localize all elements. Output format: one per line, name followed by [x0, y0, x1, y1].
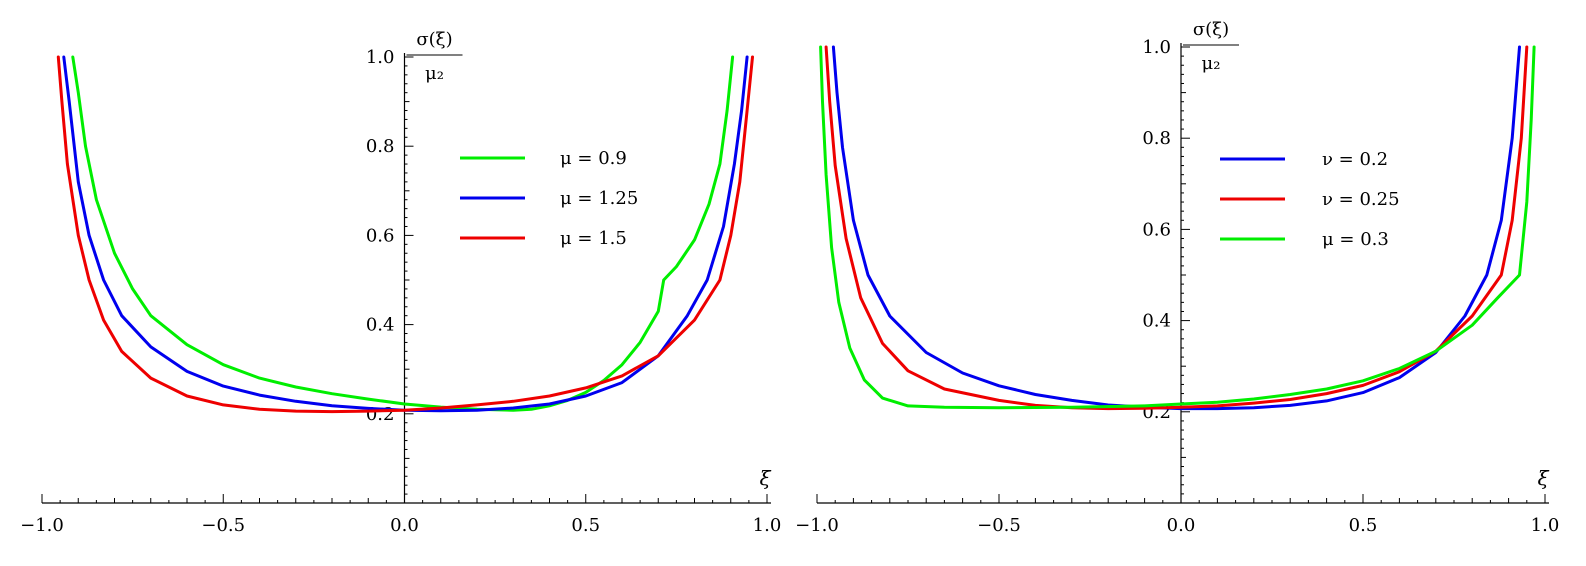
legend-label-2: μ = 1.25 — [560, 188, 638, 209]
legend-label-1: ν = 0.2 — [1322, 149, 1388, 170]
x-tick-label: 0.0 — [390, 515, 419, 536]
x-tick-label: −0.5 — [977, 515, 1021, 536]
legend: μ = 0.9 μ = 1.25 μ = 1.5 — [460, 148, 638, 249]
y-tick-label: 0.8 — [1142, 128, 1171, 149]
y-tick-label: 1.0 — [1142, 37, 1171, 58]
x-tick-label: 0.5 — [1349, 515, 1378, 536]
y-axis-label-numerator: σ(ξ) — [416, 29, 452, 50]
x-tick-label: −0.5 — [201, 515, 245, 536]
y-tick-label: 0.4 — [366, 315, 395, 336]
y-axis-label-numerator: σ(ξ) — [1193, 19, 1229, 40]
legend-label-3: μ = 1.5 — [560, 228, 627, 249]
y-tick-label: 0.2 — [366, 404, 395, 425]
y-tick-label: 0.4 — [1142, 311, 1171, 332]
x-tick-label: 0.5 — [571, 515, 600, 536]
x-axis-label: ξ — [759, 466, 771, 490]
x-axis-label: ξ — [1537, 466, 1549, 490]
chart-panel-2: −1.0 −0.5 0.0 0.5 1.00.20.40.60.81.0ξσ(ξ)μ₂ν… — [795, 19, 1559, 536]
y-axis-label-denominator: μ₂ — [1202, 53, 1221, 74]
x-tick-label: −1.0 — [795, 515, 839, 536]
x-tick-label: 1.0 — [753, 515, 782, 536]
series-line-1 — [71, 55, 735, 412]
x-tick-label: −1.0 — [20, 515, 64, 536]
chart-panel-1: −1.0 −0.5 0.0 0.5 1.0 0.2 0.4 0.6 0.8 1.0 ξ σ(ξ) μ₂ μ… — [20, 29, 781, 536]
series-line-2 — [824, 45, 1529, 411]
legend-label-1: μ = 0.9 — [560, 148, 627, 169]
y-tick-label: 0.8 — [366, 136, 395, 157]
series-line-3 — [819, 45, 1536, 410]
x-tick-label: 0.0 — [1167, 515, 1196, 536]
y-tick-label: 0.6 — [366, 225, 395, 246]
y-tick-label: 1.0 — [366, 47, 395, 68]
y-tick-label: 0.6 — [1142, 219, 1171, 240]
series-line-1 — [831, 45, 1521, 411]
y-axis-label-denominator: μ₂ — [425, 63, 444, 84]
legend: ν = 0.2 ν = 0.25 μ = 0.3 — [1220, 149, 1400, 250]
legend-label-2: ν = 0.25 — [1322, 189, 1400, 210]
legend-label-3: μ = 0.3 — [1322, 229, 1389, 250]
series-line-3 — [56, 55, 754, 414]
x-tick-label: 1.0 — [1531, 515, 1560, 536]
